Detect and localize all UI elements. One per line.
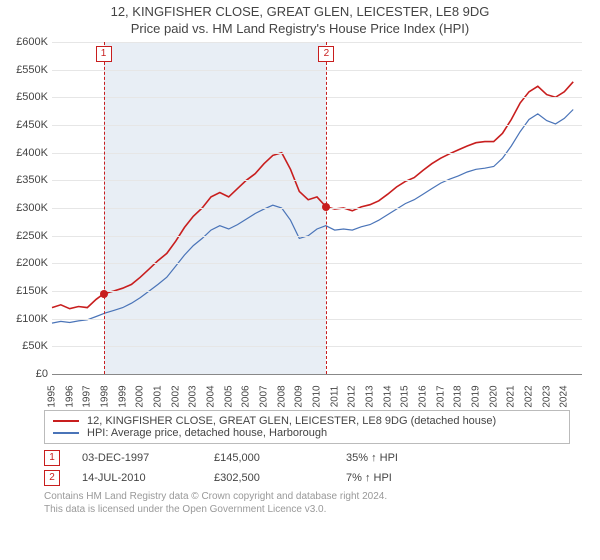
x-tick-label: 2014 [382,385,393,407]
event-row: 2 14-JUL-2010 £302,500 7% ↑ HPI [44,470,570,486]
y-tick-label: £600K [8,36,48,48]
gridline [52,180,582,181]
legend-swatch [53,432,79,434]
gridline [52,346,582,347]
x-tick-label: 1999 [117,385,128,407]
y-axis-ticks: £0£50K£100K£150K£200K£250K£300K£350K£400… [8,42,52,374]
gridline [52,97,582,98]
x-tick-label: 1997 [82,385,93,407]
y-tick-label: £150K [8,285,48,297]
x-tick-label: 2023 [541,385,552,407]
x-tick-label: 2013 [365,385,376,407]
x-tick-label: 2009 [294,385,305,407]
y-tick-label: £100K [8,313,48,325]
x-tick-label: 2003 [188,385,199,407]
x-tick-label: 2018 [453,385,464,407]
event-table: 1 03-DEC-1997 £145,000 35% ↑ HPI 2 14-JUL-201… [44,450,570,486]
x-tick-label: 2006 [241,385,252,407]
event-date: 14-JUL-2010 [82,472,192,484]
y-tick-label: £550K [8,64,48,76]
event-delta: 7% ↑ HPI [346,472,456,484]
gridline [52,125,582,126]
event-row: 1 03-DEC-1997 £145,000 35% ↑ HPI [44,450,570,466]
event-badge: 1 [44,450,60,466]
x-tick-label: 2008 [276,385,287,407]
y-tick-label: £250K [8,230,48,242]
legend: 12, KINGFISHER CLOSE, GREAT GLEN, LEICES… [44,410,570,444]
x-tick-label: 2022 [524,385,535,407]
x-tick-label: 2017 [435,385,446,407]
x-tick-label: 2004 [206,385,217,407]
x-tick-label: 1995 [47,385,58,407]
x-tick-label: 2010 [312,385,323,407]
x-tick-label: 1996 [64,385,75,407]
x-tick-label: 2000 [135,385,146,407]
event-delta: 35% ↑ HPI [346,452,456,464]
legend-box: 12, KINGFISHER CLOSE, GREAT GLEN, LEICES… [44,410,570,444]
event-badge: 2 [44,470,60,486]
legend-label: HPI: Average price, detached house, Harb… [87,427,327,439]
gridline [52,236,582,237]
x-tick-label: 2021 [506,385,517,407]
x-tick-label: 2024 [559,385,570,407]
y-tick-label: £50K [8,340,48,352]
event-dot [100,290,108,298]
plot-area: 12 [52,42,582,374]
x-axis-ticks: 1995199619971998199920002001200220032004… [52,374,582,402]
event-price: £145,000 [214,452,324,464]
x-tick-label: 2020 [488,385,499,407]
event-dot [322,203,330,211]
y-tick-label: £400K [8,147,48,159]
gridline [52,319,582,320]
x-tick-label: 2019 [471,385,482,407]
footer-line-1: Contains HM Land Registry data © Crown c… [44,490,570,503]
event-date: 03-DEC-1997 [82,452,192,464]
event-marker: 2 [318,46,334,62]
y-tick-label: £350K [8,174,48,186]
chart-area: £0 £50K £100K £150K £200K £250K £300K £350K £400… [8,42,582,402]
x-tick-label: 2007 [259,385,270,407]
gridline [52,208,582,209]
legend-swatch [53,420,79,422]
event-price: £302,500 [214,472,324,484]
x-tick-label: 2001 [153,385,164,407]
gridline [52,263,582,264]
footer-line-2: This data is licensed under the Open Gov… [44,503,570,516]
title-subtitle: Price paid vs. HM Land Registry's House … [0,21,600,36]
legend-row: HPI: Average price, detached house, Harb… [53,427,561,439]
y-tick-label: £0 [8,368,48,380]
y-tick-label: £450K [8,119,48,131]
x-tick-label: 2005 [223,385,234,407]
y-tick-label: £300K [8,202,48,214]
y-tick-label: £200K [8,257,48,269]
legend-row: 12, KINGFISHER CLOSE, GREAT GLEN, LEICES… [53,415,561,427]
series-property [52,82,573,309]
title-address: 12, KINGFISHER CLOSE, GREAT GLEN, LEICES… [0,4,600,19]
x-tick-label: 1998 [100,385,111,407]
event-marker: 1 [96,46,112,62]
footer: Contains HM Land Registry data © Crown c… [44,490,570,516]
y-tick-label: £500K [8,91,48,103]
x-tick-label: 2016 [418,385,429,407]
gridline [52,291,582,292]
gridline [52,70,582,71]
x-tick-label: 2015 [400,385,411,407]
gridline [52,153,582,154]
gridline [52,42,582,43]
x-tick-label: 2002 [170,385,181,407]
event-vline [104,42,105,374]
x-tick-label: 2011 [329,386,340,408]
chart-title: 12, KINGFISHER CLOSE, GREAT GLEN, LEICES… [0,0,600,36]
legend-label: 12, KINGFISHER CLOSE, GREAT GLEN, LEICES… [87,415,496,427]
x-tick-label: 2012 [347,385,358,407]
